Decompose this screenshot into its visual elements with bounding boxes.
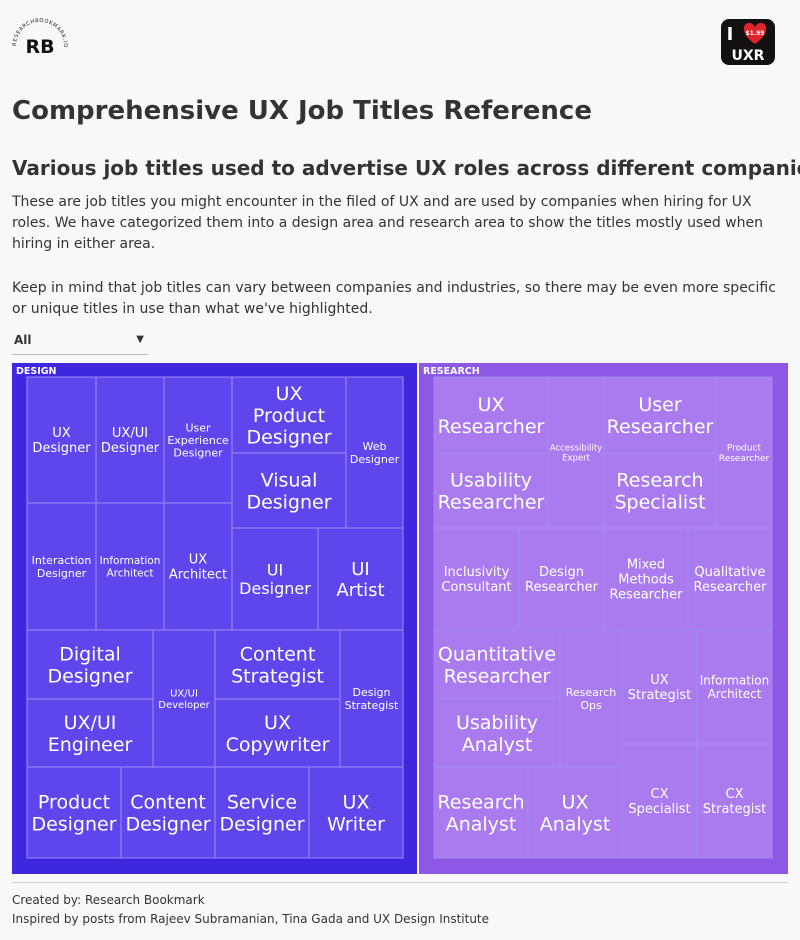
treemap-tile-label: Information Architect bbox=[100, 555, 161, 579]
footer-inspired-by: Inspired by posts from Rajeev Subramania… bbox=[12, 912, 490, 926]
treemap-tile[interactable] bbox=[603, 376, 717, 454]
page-title: Comprehensive UX Job Titles Reference bbox=[12, 96, 592, 126]
treemap-tile-label: Interaction Designer bbox=[32, 554, 92, 580]
treemap-tile[interactable] bbox=[26, 698, 154, 768]
treemap-tile[interactable] bbox=[433, 629, 561, 700]
treemap-tile-label: UX/UI Engineer bbox=[48, 712, 133, 756]
treemap-tile-label: Content Designer bbox=[125, 791, 210, 835]
treemap-tile-label: Product Researcher bbox=[719, 444, 770, 464]
description-paragraph-2: Keep in mind that job titles can vary be… bbox=[12, 280, 776, 317]
treemap-group-label: DESIGN bbox=[16, 366, 57, 377]
treemap-tile[interactable] bbox=[518, 527, 605, 631]
footer-divider bbox=[12, 882, 788, 883]
treemap-tile[interactable] bbox=[696, 629, 773, 745]
treemap-tile[interactable] bbox=[433, 376, 549, 454]
treemap-tile[interactable] bbox=[603, 452, 717, 529]
treemap-tile[interactable] bbox=[603, 527, 689, 631]
treemap-tile-label: Usability Researcher bbox=[438, 469, 545, 513]
treemap-tile[interactable] bbox=[433, 766, 529, 859]
heart-icon bbox=[743, 22, 767, 44]
treemap-tile[interactable] bbox=[26, 629, 154, 700]
treemap-tile[interactable] bbox=[231, 452, 347, 529]
treemap-tile-label: UX Researcher bbox=[438, 394, 545, 438]
treemap-tile-label: Service Designer bbox=[219, 791, 304, 835]
treemap-tile[interactable] bbox=[433, 452, 549, 529]
svg-text:UXR: UXR bbox=[732, 48, 765, 64]
treemap-tile-label: Product Designer bbox=[31, 791, 116, 835]
treemap-tile[interactable] bbox=[214, 629, 341, 700]
treemap-tile-label: Web Designer bbox=[350, 440, 400, 466]
description-paragraph-1: These are job titles you might encounter… bbox=[12, 194, 763, 252]
treemap-tile[interactable] bbox=[621, 743, 698, 859]
treemap-tile[interactable] bbox=[231, 527, 319, 631]
treemap-tile-label: UI Artist bbox=[336, 559, 384, 601]
treemap-tile-label: Design Strategist bbox=[345, 686, 399, 712]
filter-selected-value: All bbox=[14, 333, 32, 347]
treemap-tile[interactable] bbox=[152, 629, 216, 768]
treemap-tile-label: Design Researcher bbox=[525, 565, 599, 595]
treemap-group-label: RESEARCH bbox=[423, 366, 480, 377]
category-filter-dropdown[interactable]: All ▼ bbox=[12, 330, 148, 355]
treemap-tile-label: Accessibility Expert bbox=[550, 444, 602, 464]
treemap-tile-label: Digital Designer bbox=[47, 643, 132, 687]
footer-created-by: Created by: Research Bookmark bbox=[12, 893, 205, 907]
treemap-tile[interactable] bbox=[317, 527, 404, 631]
treemap-tile[interactable] bbox=[214, 698, 341, 768]
treemap-tile[interactable] bbox=[339, 629, 404, 768]
treemap-tile[interactable] bbox=[345, 376, 404, 529]
treemap-tile[interactable] bbox=[163, 502, 233, 631]
treemap-tile-label: Content Strategist bbox=[231, 643, 324, 687]
treemap-tile-label: User Researcher bbox=[607, 394, 714, 438]
treemap-tile-label: Research Analyst bbox=[437, 791, 524, 835]
treemap-tile-label: Usability Analyst bbox=[456, 712, 538, 756]
treemap-tile-label: Inclusivity Consultant bbox=[441, 565, 511, 595]
treemap-tile-label: UX/UI Developer bbox=[158, 688, 210, 711]
svg-text:$1.99: $1.99 bbox=[746, 30, 765, 37]
chevron-down-icon: ▼ bbox=[136, 334, 144, 345]
treemap-tile-label: UI Designer bbox=[239, 561, 311, 598]
treemap-tile-label: UX Copywriter bbox=[226, 712, 330, 756]
research-bookmark-logo: RESEARCHBOOKMARK.IO RB bbox=[12, 18, 67, 73]
treemap-tile-label: CX Strategist bbox=[703, 787, 767, 817]
page-subtitle: Various job titles used to advertise UX … bbox=[12, 156, 800, 180]
treemap-tile-label: Mixed Methods Researcher bbox=[610, 558, 684, 603]
treemap-tile-label: Information Architect bbox=[700, 673, 769, 701]
treemap-tile[interactable] bbox=[308, 766, 404, 859]
i-love-uxr-logo: I $1.99 UXR bbox=[721, 19, 775, 65]
treemap-tile[interactable] bbox=[231, 376, 347, 454]
treemap-tile-label: UX Product Designer bbox=[246, 383, 331, 449]
treemap-tile-label: UX/UI Designer bbox=[101, 426, 160, 456]
treemap-tile[interactable] bbox=[559, 629, 623, 768]
treemap-tile[interactable] bbox=[26, 376, 97, 504]
treemap-tile-label: Visual Designer bbox=[246, 469, 331, 513]
treemap-tile-label: UX Strategist bbox=[628, 673, 692, 703]
treemap-tile-label: UX Architect bbox=[169, 553, 227, 583]
treemap-tile-label: UX Analyst bbox=[540, 791, 611, 835]
treemap-tile-label: User Experience Designer bbox=[167, 421, 229, 459]
treemap-tile-label: UX Writer bbox=[327, 791, 385, 835]
treemap-tile[interactable] bbox=[26, 502, 97, 631]
treemap-tile-label: UX Designer bbox=[32, 426, 91, 456]
treemap-tile-label: Quantitative Researcher bbox=[438, 643, 556, 687]
treemap-tile[interactable] bbox=[527, 766, 623, 859]
treemap-tile-label: Qualitative Researcher bbox=[694, 565, 768, 595]
treemap-tile-label: Research Ops bbox=[566, 686, 616, 712]
svg-text:RB: RB bbox=[25, 36, 54, 58]
treemap-tile[interactable] bbox=[26, 766, 122, 859]
treemap-tile[interactable] bbox=[687, 527, 773, 631]
treemap-tile-label: Research Specialist bbox=[614, 469, 705, 513]
treemap-tile-label: CX Specialist bbox=[628, 787, 690, 817]
treemap-tile[interactable] bbox=[696, 743, 773, 859]
svg-text:I: I bbox=[727, 24, 734, 45]
treemap-tile[interactable] bbox=[120, 766, 216, 859]
